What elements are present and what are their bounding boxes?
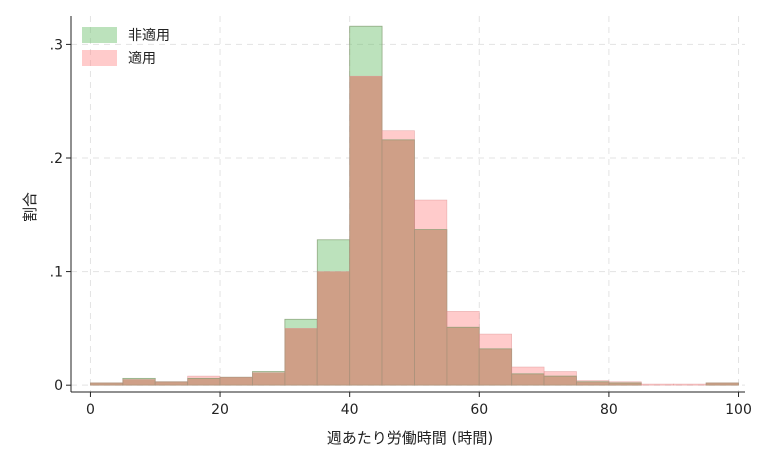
bar-outline-applied-14 (543, 371, 577, 386)
bar-overlap-15 (576, 381, 609, 386)
legend-label-0: 非適用 (128, 27, 170, 44)
bar-overlap-9 (382, 139, 415, 386)
bar-top-1 (122, 378, 156, 380)
legend-label-1: 適用 (128, 50, 156, 67)
y-axis-label: 割合 (21, 192, 39, 222)
bar-outline-applied-12 (478, 333, 512, 386)
bar-outline-applied-10 (414, 199, 448, 386)
bar-overlap-6 (284, 328, 318, 386)
bar-overlap-3 (187, 378, 221, 386)
bar-outline-applied-16 (608, 381, 642, 386)
legend-swatch-0 (82, 27, 117, 43)
bar-top-12 (479, 334, 512, 349)
bar-overlap-1 (122, 379, 156, 386)
bar-top-11 (446, 311, 480, 328)
bar-top-6 (284, 319, 318, 329)
bar-overlap-10 (414, 229, 447, 386)
bar-top-9 (382, 130, 415, 140)
bar-top-7 (317, 239, 350, 272)
bar-top-5 (252, 371, 285, 373)
x-tick-label-1: 20 (211, 402, 229, 418)
x-tick-label-4: 80 (600, 402, 618, 418)
bar-overlap-11 (446, 327, 480, 386)
y-tick-label-3: .3 (50, 37, 63, 53)
bar-top-17 (641, 384, 674, 386)
x-tick-label-2: 40 (341, 402, 359, 418)
x-tick-label-5: 100 (725, 402, 752, 418)
bar-overlap-7 (317, 271, 350, 386)
bar-top-3 (187, 376, 221, 379)
legend-swatch-1 (82, 50, 117, 66)
bar-overlap-2 (155, 381, 188, 386)
bar-overlap-19 (706, 382, 739, 386)
bar-overlap-0 (90, 382, 123, 386)
bar-overlap-16 (608, 382, 642, 386)
y-tick-label-0: 0 (54, 378, 63, 394)
y-tick-label-2: .2 (50, 151, 63, 167)
bar-top-10 (414, 200, 447, 230)
axes: 0 20 40 60 80 100 0 .1 .2 .3 (50, 16, 752, 418)
x-tick-label-0: 0 (86, 402, 95, 418)
y-tick-label-1: .1 (50, 265, 63, 281)
bar-overlap-12 (479, 348, 512, 386)
bar-top-14 (544, 371, 577, 377)
bar-overlap-4 (220, 377, 253, 386)
bar-top-13 (511, 367, 545, 374)
histogram-bars (90, 25, 739, 386)
bar-overlap-8 (349, 76, 383, 386)
bar-top-18 (673, 384, 707, 386)
bar-overlap-5 (252, 372, 285, 386)
bar-outline-applied-19 (705, 382, 739, 386)
bar-top-8 (349, 26, 383, 77)
bar-top-15 (576, 380, 609, 382)
x-tick-label-3: 60 (470, 402, 488, 418)
x-axis-label: 週あたり労働時間 (時間) (327, 429, 493, 447)
bar-overlap-13 (511, 373, 545, 386)
bar-overlap-14 (544, 376, 577, 386)
bar-top-16 (608, 381, 642, 383)
